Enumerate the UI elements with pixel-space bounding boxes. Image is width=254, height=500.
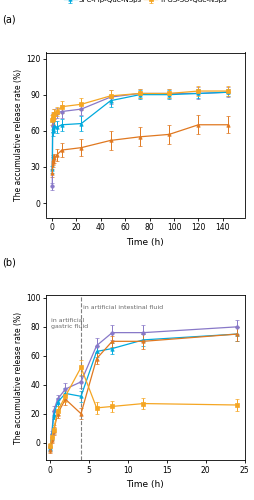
Text: (b): (b) (3, 258, 16, 268)
Text: in artificial
gastric fluid: in artificial gastric fluid (51, 318, 88, 329)
Text: (a): (a) (3, 15, 16, 25)
Text: in artificial intestinal fluid: in artificial intestinal fluid (83, 305, 163, 310)
Legend: SPC-Que-NSps, SPC-Pip-Que-NSps, TPGS-Que-NSps, TPGS-SO-Que-NSps: SPC-Que-NSps, SPC-Pip-Que-NSps, TPGS-Que… (64, 0, 226, 3)
Y-axis label: The accumulative release rate (%): The accumulative release rate (%) (14, 69, 23, 201)
X-axis label: Time (h): Time (h) (126, 238, 164, 246)
Y-axis label: The accumulative release rate (%): The accumulative release rate (%) (14, 312, 23, 444)
X-axis label: Time (h): Time (h) (126, 480, 164, 489)
